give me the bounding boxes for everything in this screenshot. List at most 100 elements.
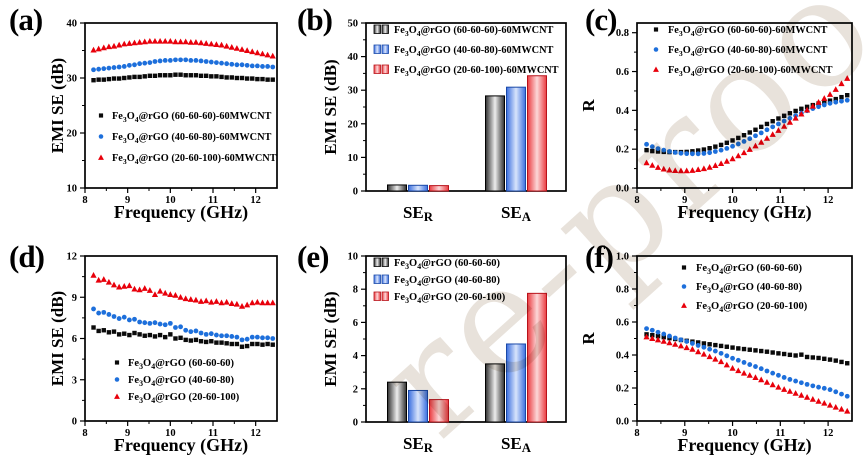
svg-text:Fe3O4@rGO (20-60-100): Fe3O4@rGO (20-60-100) [128, 392, 240, 405]
svg-text:12: 12 [250, 195, 261, 206]
panel-d: (d) 8 9 10 11 12 0 3 6 9 12 Frequency (GHz) EMI SE … [0, 237, 288, 473]
svg-text:Fe3O4@rGO (40-60-80): Fe3O4@rGO (40-60-80) [128, 375, 235, 388]
svg-text:2: 2 [353, 384, 358, 395]
chart-e-se-components-bars: 0 2 4 6 8 10 SER SEA Fe3O4@rGO (60-60-60) Fe3O4@r… [321, 252, 567, 455]
svg-text:Fe3O4@rGO (40-60-80)-60MWCNT: Fe3O4@rGO (40-60-80)-60MWCNT [394, 45, 554, 58]
svg-text:Frequency (GHz): Frequency (GHz) [677, 435, 811, 456]
panel-letter-c: (c) [585, 2, 617, 37]
svg-text:8: 8 [82, 195, 87, 206]
svg-text:0.0: 0.0 [616, 417, 629, 428]
svg-text:9: 9 [125, 428, 130, 439]
svg-text:Fe3O4@rGO (20-60-100)-60MWCNT: Fe3O4@rGO (20-60-100)-60MWCNT [112, 153, 277, 166]
svg-text:0.6: 0.6 [616, 318, 629, 329]
svg-text:0.2: 0.2 [616, 145, 629, 156]
svg-text:10: 10 [348, 153, 359, 164]
svg-text:Fe3O4@rGO (60-60-60)-60MWCNT: Fe3O4@rGO (60-60-60)-60MWCNT [668, 25, 828, 38]
svg-text:10: 10 [165, 428, 176, 439]
svg-text:6: 6 [353, 318, 358, 329]
svg-text:9: 9 [125, 195, 130, 206]
svg-text:Fe3O4@rGO (60-60-60)-60MWCNT: Fe3O4@rGO (60-60-60)-60MWCNT [394, 25, 554, 38]
svg-text:6: 6 [72, 334, 77, 345]
svg-text:8: 8 [634, 428, 639, 439]
svg-text:0.8: 0.8 [616, 285, 629, 296]
svg-text:0.4: 0.4 [616, 106, 630, 117]
panel-c: (c) 8 9 10 11 12 0.0 0.2 0.4 0.6 0.8 Frequency (GH… [576, 0, 864, 236]
panel-e: (e) 0 2 4 6 8 10 SER SEA Fe3O4@rGO (60-60-60) Fe3… [288, 237, 576, 473]
panel-b: (b) 0 10 20 30 40 50 SER SEA Fe3O4@rGO (60-60-60… [288, 0, 576, 236]
svg-text:30: 30 [348, 86, 359, 97]
svg-text:SEA: SEA [501, 203, 532, 224]
svg-text:EMI SE (dB): EMI SE (dB) [48, 291, 67, 386]
panel-letter-f: (f) [585, 239, 614, 274]
chart-f-reflection-coefficient: 8 9 10 11 12 0.0 0.2 0.4 0.6 0.8 1.0 Frequency (GHz… [579, 252, 853, 456]
svg-text:SER: SER [403, 434, 434, 455]
svg-text:9: 9 [72, 293, 77, 304]
svg-text:EMI SE (dB): EMI SE (dB) [48, 58, 67, 153]
svg-text:0.0: 0.0 [616, 184, 629, 195]
svg-text:Fe3O4@rGO (40-60-80): Fe3O4@rGO (40-60-80) [696, 282, 803, 295]
svg-text:10: 10 [165, 195, 176, 206]
svg-text:Fe3O4@rGO (40-60-80)-60MWCNT: Fe3O4@rGO (40-60-80)-60MWCNT [112, 132, 272, 145]
panel-letter-a: (a) [9, 2, 43, 37]
svg-text:30: 30 [67, 74, 78, 85]
svg-text:EMI SE (dB): EMI SE (dB) [321, 59, 340, 154]
svg-text:1.0: 1.0 [616, 252, 629, 263]
svg-text:8: 8 [634, 195, 639, 206]
svg-text:Fe3O4@rGO (60-60-60): Fe3O4@rGO (60-60-60) [128, 358, 235, 371]
chart-a-emi-se-vs-frequency: 8 9 10 11 12 10 20 30 40 Frequency (GHz) EMI SE (d… [48, 19, 278, 223]
svg-text:50: 50 [348, 19, 359, 30]
svg-text:SER: SER [403, 203, 434, 224]
svg-text:Fe3O4@rGO (20-60-100)-60MWCNT: Fe3O4@rGO (20-60-100)-60MWCNT [668, 65, 833, 78]
svg-text:R: R [579, 99, 598, 112]
svg-text:R: R [579, 332, 598, 345]
svg-text:11: 11 [208, 428, 218, 439]
svg-text:Fe3O4@rGO (20-60-100)-60MWCNT: Fe3O4@rGO (20-60-100)-60MWCNT [394, 65, 559, 78]
panel-f: (f) 8 9 10 11 12 0.0 0.2 0.4 0.6 0.8 1.0 Frequency … [576, 237, 864, 473]
panel-letter-d: (d) [9, 239, 45, 274]
svg-text:11: 11 [775, 428, 785, 439]
svg-text:Fe3O4@rGO (40-60-80)-60MWCNT: Fe3O4@rGO (40-60-80)-60MWCNT [668, 45, 828, 58]
svg-text:12: 12 [67, 252, 78, 263]
svg-text:8: 8 [82, 428, 87, 439]
svg-text:12: 12 [823, 428, 834, 439]
panel-a: (a) 8 9 10 11 12 10 20 30 40 Frequency (GHz) EMI S… [0, 0, 288, 236]
svg-text:0: 0 [353, 187, 358, 198]
svg-text:Fe3O4@rGO (60-60-60): Fe3O4@rGO (60-60-60) [394, 258, 501, 271]
chart-b-se-components-bars: 0 10 20 30 40 50 SER SEA Fe3O4@rGO (60-60-60)-60… [321, 19, 567, 224]
svg-text:12: 12 [823, 195, 834, 206]
svg-text:EMI SE (dB): EMI SE (dB) [321, 291, 340, 386]
svg-text:4: 4 [353, 351, 359, 362]
svg-text:11: 11 [208, 195, 218, 206]
svg-text:0.4: 0.4 [616, 351, 630, 362]
svg-text:0: 0 [72, 417, 77, 428]
svg-text:10: 10 [67, 184, 78, 195]
chart-c-reflection-coefficient: 8 9 10 11 12 0.0 0.2 0.4 0.6 0.8 Frequency (GHz) R F… [579, 22, 853, 223]
svg-text:11: 11 [775, 195, 785, 206]
svg-text:0.8: 0.8 [616, 28, 629, 39]
svg-text:10: 10 [348, 252, 359, 263]
svg-text:Fe3O4@rGO (20-60-100): Fe3O4@rGO (20-60-100) [696, 301, 808, 314]
svg-text:12: 12 [250, 428, 261, 439]
svg-text:Fe3O4@rGO (40-60-80): Fe3O4@rGO (40-60-80) [394, 275, 501, 288]
svg-text:0.2: 0.2 [616, 384, 629, 395]
svg-text:9: 9 [682, 195, 687, 206]
svg-text:0: 0 [353, 418, 358, 429]
svg-text:SEA: SEA [501, 434, 532, 455]
svg-text:Frequency (GHz): Frequency (GHz) [114, 202, 248, 223]
svg-text:40: 40 [348, 52, 359, 63]
svg-text:9: 9 [682, 428, 687, 439]
svg-text:Fe3O4@rGO (20-60-100): Fe3O4@rGO (20-60-100) [394, 292, 506, 305]
svg-text:Fe3O4@rGO (60-60-60)-60MWCNT: Fe3O4@rGO (60-60-60)-60MWCNT [112, 111, 272, 124]
svg-text:10: 10 [727, 428, 738, 439]
svg-text:Fe3O4@rGO (60-60-60): Fe3O4@rGO (60-60-60) [696, 263, 803, 276]
svg-text:20: 20 [67, 129, 78, 140]
panel-letter-e: (e) [297, 239, 329, 274]
svg-text:20: 20 [348, 119, 359, 130]
svg-text:8: 8 [353, 285, 358, 296]
panel-letter-b: (b) [297, 2, 333, 37]
svg-text:10: 10 [727, 195, 738, 206]
svg-text:3: 3 [72, 375, 77, 386]
svg-text:Frequency (GHz): Frequency (GHz) [677, 202, 811, 223]
